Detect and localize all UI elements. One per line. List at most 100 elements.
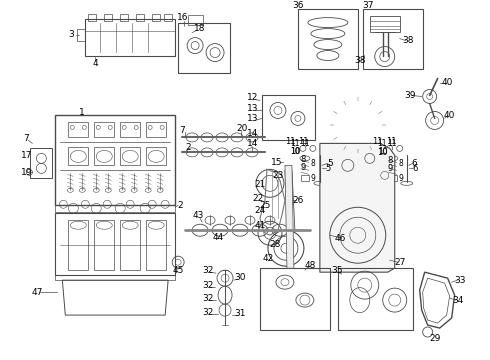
- Bar: [146, 147, 166, 165]
- Bar: [94, 220, 114, 270]
- Text: 11: 11: [285, 137, 295, 146]
- Bar: [68, 122, 88, 138]
- Text: 48: 48: [304, 261, 316, 270]
- Text: 8: 8: [398, 159, 403, 168]
- Bar: [260, 268, 330, 330]
- Bar: [120, 14, 128, 21]
- Text: 32: 32: [202, 307, 214, 316]
- Text: 11: 11: [387, 137, 397, 146]
- Text: 9: 9: [398, 174, 403, 183]
- Text: 38: 38: [354, 56, 366, 65]
- Bar: [94, 147, 114, 165]
- Bar: [94, 122, 114, 138]
- Text: 32: 32: [202, 266, 214, 275]
- Text: 5: 5: [325, 164, 330, 173]
- Text: 46: 46: [334, 234, 345, 243]
- Polygon shape: [285, 165, 294, 268]
- Bar: [298, 9, 358, 68]
- Text: 42: 42: [262, 254, 273, 263]
- Bar: [120, 147, 140, 165]
- Text: 6: 6: [412, 159, 417, 168]
- Bar: [30, 148, 52, 178]
- Text: 7: 7: [24, 134, 29, 143]
- Text: 44: 44: [213, 233, 223, 242]
- Text: 9: 9: [311, 174, 315, 183]
- Text: 25: 25: [259, 201, 270, 210]
- Text: 45: 45: [172, 266, 184, 275]
- Text: 14: 14: [247, 129, 259, 138]
- Bar: [164, 14, 172, 21]
- Text: 11: 11: [297, 137, 308, 146]
- Text: 8: 8: [300, 155, 306, 164]
- Bar: [120, 122, 140, 138]
- Text: 32: 32: [202, 281, 214, 290]
- Text: 2: 2: [185, 143, 191, 152]
- Text: 19: 19: [21, 168, 32, 177]
- Bar: [55, 213, 175, 275]
- Text: 9: 9: [387, 164, 392, 173]
- Text: 10: 10: [290, 147, 300, 156]
- Bar: [262, 95, 315, 140]
- Text: 26: 26: [292, 196, 304, 205]
- Text: 40: 40: [444, 111, 455, 120]
- Text: 24: 24: [254, 206, 266, 215]
- Text: 12: 12: [247, 93, 259, 102]
- Polygon shape: [320, 143, 395, 272]
- Text: 28: 28: [270, 240, 281, 249]
- Text: 36: 36: [292, 1, 304, 10]
- Text: 6: 6: [412, 164, 417, 173]
- Text: 21: 21: [254, 180, 266, 189]
- Text: 27: 27: [394, 258, 405, 267]
- Bar: [301, 175, 309, 181]
- Text: 43: 43: [193, 211, 204, 220]
- Text: 31: 31: [234, 309, 246, 318]
- Text: 47: 47: [32, 288, 43, 297]
- Text: 10: 10: [377, 148, 388, 157]
- Bar: [120, 220, 140, 270]
- Text: 7: 7: [179, 126, 185, 135]
- Bar: [68, 220, 88, 270]
- Text: 15: 15: [271, 158, 283, 167]
- Text: 37: 37: [362, 1, 373, 10]
- Bar: [88, 14, 96, 21]
- Text: 39: 39: [404, 91, 416, 100]
- Text: 10: 10: [378, 147, 388, 156]
- Text: 35: 35: [331, 266, 343, 275]
- Text: 11: 11: [377, 139, 387, 148]
- Text: 41: 41: [254, 221, 266, 230]
- Text: 10: 10: [290, 147, 300, 156]
- Text: 5: 5: [327, 159, 333, 168]
- Text: 13: 13: [247, 104, 259, 113]
- Text: 17: 17: [21, 151, 32, 160]
- Text: 30: 30: [234, 273, 246, 282]
- Bar: [55, 116, 175, 205]
- Text: 29: 29: [429, 333, 441, 342]
- Text: 11: 11: [372, 137, 383, 146]
- Text: 40: 40: [442, 78, 453, 87]
- Bar: [389, 175, 397, 181]
- Text: 20: 20: [236, 124, 247, 133]
- Bar: [370, 15, 400, 32]
- Bar: [152, 14, 160, 21]
- Bar: [146, 122, 166, 138]
- Text: 32: 32: [202, 294, 214, 303]
- Bar: [178, 23, 230, 72]
- Text: 14: 14: [247, 139, 259, 148]
- Text: 33: 33: [454, 276, 465, 285]
- Bar: [68, 147, 88, 165]
- Text: 34: 34: [452, 296, 464, 305]
- Text: 3: 3: [69, 30, 74, 39]
- Text: 18: 18: [195, 24, 206, 33]
- Text: 1: 1: [79, 108, 85, 117]
- Text: 11: 11: [300, 139, 310, 148]
- Text: 38: 38: [402, 36, 414, 45]
- Text: 8: 8: [387, 156, 392, 165]
- Text: 8: 8: [311, 159, 315, 168]
- Text: 22: 22: [252, 194, 264, 203]
- Text: 23: 23: [272, 171, 284, 180]
- Bar: [188, 15, 203, 24]
- Text: 13: 13: [247, 114, 259, 123]
- Bar: [136, 14, 144, 21]
- Text: 11: 11: [387, 139, 396, 148]
- Text: 9: 9: [300, 163, 306, 172]
